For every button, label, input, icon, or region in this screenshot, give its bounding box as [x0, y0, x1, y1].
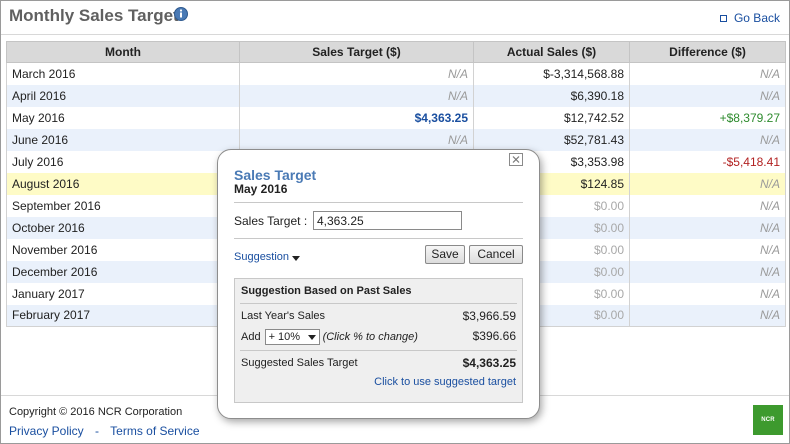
suggested-target-value: $4,363.25 — [462, 356, 516, 370]
target-cell[interactable]: $4,363.25 — [239, 106, 474, 129]
privacy-policy-link[interactable]: Privacy Policy — [9, 424, 84, 438]
month-cell: December 2016 — [6, 260, 240, 283]
actual-cell: $52,781.43 — [473, 128, 630, 151]
month-cell: August 2016 — [6, 172, 240, 195]
difference-cell: N/A — [629, 128, 786, 151]
percent-selected: + 10% — [268, 331, 301, 343]
difference-cell: N/A — [629, 216, 786, 239]
save-button[interactable]: Save — [425, 245, 465, 264]
difference-cell: N/A — [629, 62, 786, 85]
page-title: Monthly Sales Target — [9, 6, 179, 25]
month-cell: May 2016 — [6, 106, 240, 129]
dialog-month: May 2016 — [234, 182, 288, 196]
page-header: Monthly Sales Target Go Back — [1, 1, 789, 35]
percent-hint: (Click % to change) — [322, 331, 418, 343]
suggestion-heading: Suggestion Based on Past Sales — [241, 285, 412, 297]
last-year-value: $3,966.59 — [462, 309, 516, 323]
column-header-difference[interactable]: Difference ($) — [629, 41, 786, 63]
ncr-logo: NCR — [753, 405, 783, 435]
month-cell: July 2016 — [6, 150, 240, 173]
add-value: $396.66 — [472, 329, 516, 343]
close-icon[interactable] — [509, 153, 523, 166]
month-cell: February 2017 — [6, 304, 240, 327]
actual-cell: $12,742.52 — [473, 106, 630, 129]
actual-cell: $6,390.18 — [473, 84, 630, 107]
ncr-logo-text: NCR — [761, 417, 775, 423]
difference-cell: N/A — [629, 172, 786, 195]
dialog-divider — [234, 202, 523, 203]
difference-cell: N/A — [629, 238, 786, 261]
use-suggested-target-link[interactable]: Click to use suggested target — [374, 376, 516, 388]
table-row[interactable]: April 2016 N/A $6,390.18 N/A — [6, 84, 786, 107]
month-cell: April 2016 — [6, 84, 240, 107]
month-cell: January 2017 — [6, 282, 240, 305]
go-back-label: Go Back — [733, 11, 780, 25]
month-cell: June 2016 — [6, 128, 240, 151]
month-cell: November 2016 — [6, 238, 240, 261]
footer-separator: - — [95, 424, 100, 438]
month-cell: September 2016 — [6, 194, 240, 217]
sales-target-label: Sales Target : — [234, 214, 308, 228]
sales-target-input[interactable] — [313, 211, 462, 230]
percent-dropdown[interactable]: + 10% — [264, 329, 320, 345]
add-percent-row: Add + 10% (Click % to change) — [241, 329, 418, 345]
month-cell: March 2016 — [6, 62, 240, 85]
difference-cell: N/A — [629, 194, 786, 217]
cancel-button[interactable]: Cancel — [469, 245, 523, 264]
target-cell[interactable]: N/A — [239, 128, 474, 151]
dropdown-arrow-icon — [307, 334, 316, 340]
difference-cell: N/A — [629, 282, 786, 305]
back-square-icon — [719, 14, 727, 22]
terms-of-service-link[interactable]: Terms of Service — [110, 424, 200, 438]
suggestion-toggle-label: Suggestion — [234, 251, 290, 263]
difference-cell: N/A — [629, 304, 786, 327]
column-header-month[interactable]: Month — [6, 41, 240, 63]
table-row[interactable]: June 2016 N/A $52,781.43 N/A — [6, 128, 786, 151]
suggestion-divider — [240, 303, 517, 304]
suggestion-panel: Suggestion Based on Past Sales Last Year… — [234, 278, 523, 403]
suggestion-toggle[interactable]: Suggestion — [234, 251, 301, 263]
triangle-down-icon — [292, 255, 301, 261]
difference-cell: N/A — [629, 260, 786, 283]
table-row[interactable]: March 2016 N/A $-3,314,568.88 N/A — [6, 62, 786, 85]
last-year-label: Last Year's Sales — [241, 310, 326, 322]
table-header-row: Month Sales Target ($) Actual Sales ($) … — [6, 41, 786, 63]
dialog-divider — [234, 238, 523, 239]
target-cell[interactable]: N/A — [239, 62, 474, 85]
footer-links: Privacy Policy - Terms of Service — [9, 424, 200, 438]
target-cell[interactable]: N/A — [239, 84, 474, 107]
difference-cell: N/A — [629, 84, 786, 107]
add-label: Add — [241, 331, 261, 343]
table-row[interactable]: May 2016 $4,363.25 $12,742.52 +$8,379.27 — [6, 106, 786, 129]
dialog-title: Sales Target — [234, 167, 317, 183]
suggestion-divider — [240, 350, 517, 351]
month-cell: October 2016 — [6, 216, 240, 239]
column-header-actual-sales[interactable]: Actual Sales ($) — [473, 41, 630, 63]
actual-cell: $-3,314,568.88 — [473, 62, 630, 85]
difference-cell: -$5,418.41 — [629, 150, 786, 173]
suggested-target-label: Suggested Sales Target — [241, 357, 358, 369]
go-back-link[interactable]: Go Back — [719, 11, 780, 25]
column-header-sales-target[interactable]: Sales Target ($) — [239, 41, 474, 63]
copyright-text: Copyright © 2016 NCR Corporation — [9, 406, 183, 418]
info-icon[interactable] — [173, 6, 189, 22]
sales-target-dialog: Sales Target May 2016 Sales Target : Sug… — [217, 149, 540, 419]
difference-cell: +$8,379.27 — [629, 106, 786, 129]
